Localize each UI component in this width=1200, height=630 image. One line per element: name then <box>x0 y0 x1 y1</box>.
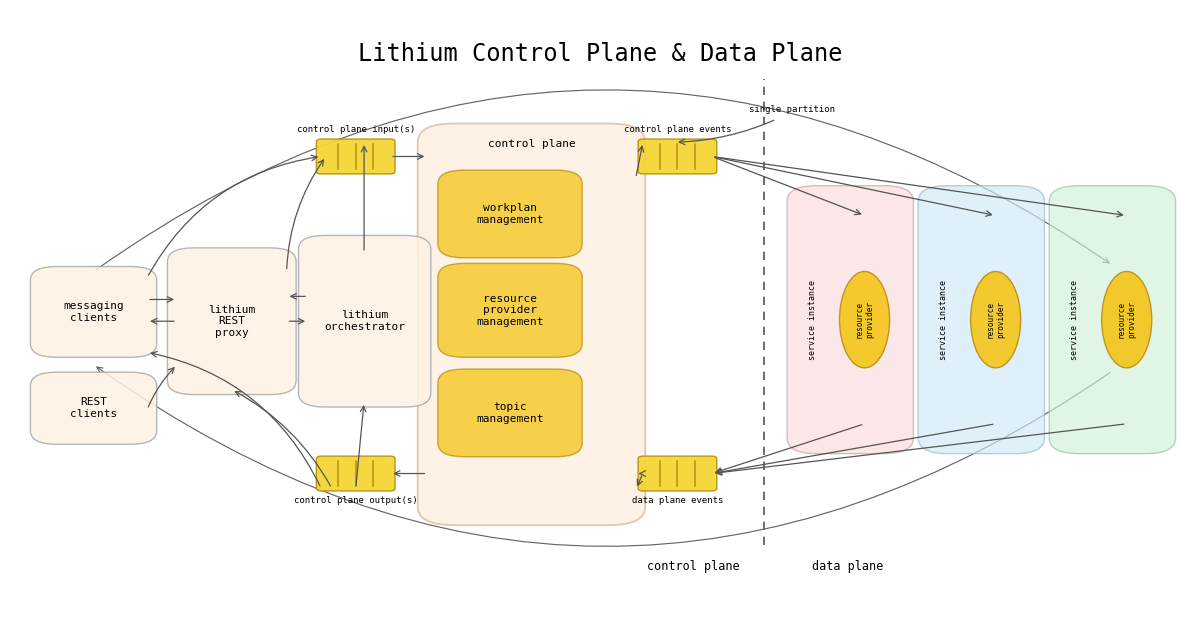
Text: workplan
management: workplan management <box>476 203 544 225</box>
FancyBboxPatch shape <box>30 266 157 357</box>
FancyBboxPatch shape <box>418 123 646 525</box>
Text: messaging
clients: messaging clients <box>64 301 124 323</box>
FancyBboxPatch shape <box>787 186 913 454</box>
Text: service instance: service instance <box>1069 280 1079 360</box>
FancyBboxPatch shape <box>1049 186 1176 454</box>
Text: single partition: single partition <box>749 105 835 115</box>
Text: service instance: service instance <box>938 280 948 360</box>
FancyBboxPatch shape <box>638 456 716 491</box>
Text: lithium
orchestrator: lithium orchestrator <box>324 311 406 332</box>
FancyBboxPatch shape <box>438 263 582 357</box>
Text: service instance: service instance <box>808 280 817 360</box>
FancyBboxPatch shape <box>299 236 431 407</box>
Text: control plane: control plane <box>487 139 575 149</box>
Ellipse shape <box>840 272 889 368</box>
Text: REST
clients: REST clients <box>70 398 118 419</box>
Text: data plane events: data plane events <box>631 496 724 505</box>
FancyBboxPatch shape <box>317 456 395 491</box>
Text: control plane output(s): control plane output(s) <box>294 496 418 505</box>
FancyBboxPatch shape <box>438 369 582 457</box>
FancyBboxPatch shape <box>918 186 1044 454</box>
Text: resource
provider
management: resource provider management <box>476 294 544 327</box>
FancyBboxPatch shape <box>168 248 296 394</box>
Text: control plane: control plane <box>647 560 739 573</box>
FancyBboxPatch shape <box>30 372 157 444</box>
Text: control plane events: control plane events <box>624 125 731 134</box>
Text: resource
provider: resource provider <box>1117 301 1136 338</box>
FancyBboxPatch shape <box>638 139 716 174</box>
FancyBboxPatch shape <box>438 170 582 258</box>
Text: Lithium Control Plane & Data Plane: Lithium Control Plane & Data Plane <box>358 42 842 66</box>
Ellipse shape <box>1102 272 1152 368</box>
Text: resource
provider: resource provider <box>986 301 1006 338</box>
Text: lithium
REST
proxy: lithium REST proxy <box>208 305 256 338</box>
Text: topic
management: topic management <box>476 402 544 424</box>
Text: control plane input(s): control plane input(s) <box>296 125 415 134</box>
Ellipse shape <box>971 272 1021 368</box>
Text: data plane: data plane <box>812 560 883 573</box>
FancyBboxPatch shape <box>317 139 395 174</box>
Text: resource
provider: resource provider <box>854 301 875 338</box>
